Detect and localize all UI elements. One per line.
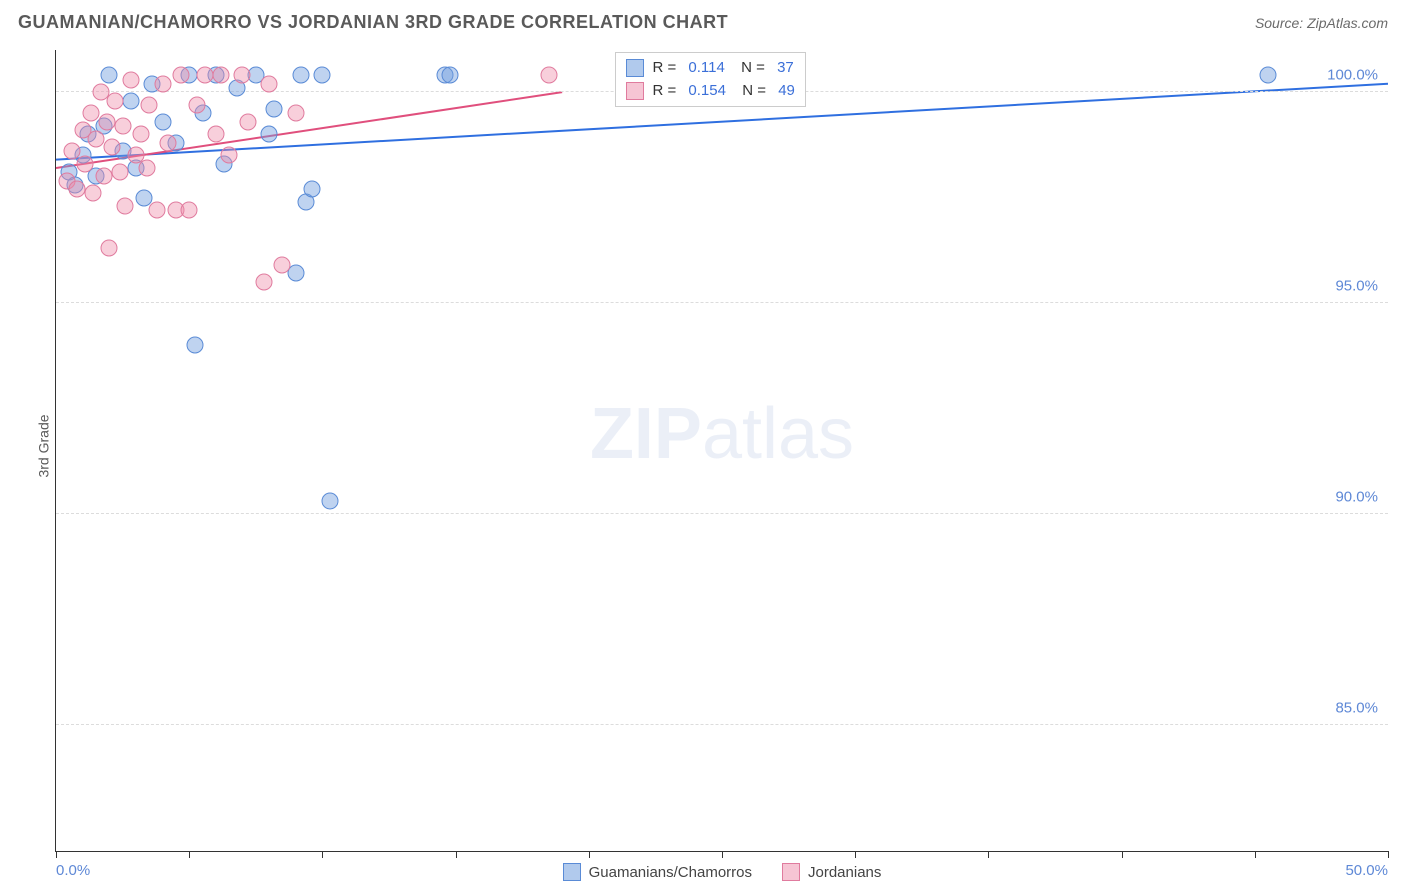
legend-label: Jordanians <box>808 864 881 881</box>
watermark: ZIPatlas <box>590 393 854 475</box>
data-point <box>261 75 278 92</box>
legend-item: Jordanians <box>782 863 881 881</box>
stat-n-value: 37 <box>777 57 794 80</box>
stat-r-value: 0.154 <box>688 80 726 103</box>
data-point <box>114 117 131 134</box>
y-tick-label: 85.0% <box>1335 699 1378 716</box>
stat-r-value: 0.114 <box>688 57 724 80</box>
data-point <box>173 67 190 84</box>
data-point <box>101 240 118 257</box>
grid-line <box>56 724 1388 725</box>
data-point <box>234 67 251 84</box>
data-point <box>322 493 339 510</box>
stats-row: R = 0.114 N = 37 <box>626 57 794 80</box>
data-point <box>82 105 99 122</box>
data-point <box>103 138 120 155</box>
data-point <box>266 101 283 118</box>
grid-line <box>56 302 1388 303</box>
data-point <box>98 113 115 130</box>
data-point <box>303 181 320 198</box>
x-tick <box>722 851 723 858</box>
x-tick <box>456 851 457 858</box>
data-point <box>106 92 123 109</box>
data-point <box>117 197 134 214</box>
y-axis-label: 3rd Grade <box>36 414 52 477</box>
data-point <box>154 75 171 92</box>
data-point <box>261 126 278 143</box>
data-point <box>186 337 203 354</box>
data-point <box>85 185 102 202</box>
stats-row: R = 0.154 N = 49 <box>626 80 794 103</box>
grid-line <box>56 513 1388 514</box>
data-point <box>207 126 224 143</box>
x-tick <box>1122 851 1123 858</box>
data-point <box>122 92 139 109</box>
data-point <box>101 67 118 84</box>
x-tick <box>1388 851 1389 858</box>
y-tick-label: 100.0% <box>1327 67 1378 84</box>
chart-source: Source: ZipAtlas.com <box>1255 15 1388 31</box>
trend-lines <box>56 50 1388 851</box>
data-point <box>197 67 214 84</box>
legend-label: Guamanians/Chamorros <box>589 864 752 881</box>
data-point <box>540 67 557 84</box>
data-point <box>189 96 206 113</box>
data-point <box>274 257 291 274</box>
data-point <box>77 155 94 172</box>
data-point <box>442 67 459 84</box>
data-point <box>159 134 176 151</box>
data-point <box>138 160 155 177</box>
data-point <box>69 181 86 198</box>
x-tick <box>322 851 323 858</box>
data-point <box>314 67 331 84</box>
legend-swatch <box>626 82 644 100</box>
legend-item: Guamanians/Chamorros <box>563 863 752 881</box>
plot-area: ZIPatlas 85.0%90.0%95.0%100.0%0.0%50.0%R… <box>55 50 1388 852</box>
data-point <box>293 67 310 84</box>
data-point <box>213 67 230 84</box>
stat-label: N = <box>733 57 769 80</box>
chart-header: GUAMANIAN/CHAMORRO VS JORDANIAN 3RD GRAD… <box>0 0 1406 41</box>
data-point <box>63 143 80 160</box>
stat-label: R = <box>652 57 680 80</box>
legend-swatch <box>563 863 581 881</box>
data-point <box>135 189 152 206</box>
data-point <box>141 96 158 113</box>
y-tick-label: 95.0% <box>1335 277 1378 294</box>
y-tick-label: 90.0% <box>1335 488 1378 505</box>
data-point <box>95 168 112 185</box>
data-point <box>1260 67 1277 84</box>
data-point <box>287 105 304 122</box>
data-point <box>122 71 139 88</box>
legend-swatch <box>782 863 800 881</box>
stat-label: R = <box>652 80 680 103</box>
data-point <box>221 147 238 164</box>
data-point <box>154 113 171 130</box>
chart-title: GUAMANIAN/CHAMORRO VS JORDANIAN 3RD GRAD… <box>18 12 728 33</box>
x-tick <box>1255 851 1256 858</box>
data-point <box>111 164 128 181</box>
legend: Guamanians/Chamorros Jordanians <box>56 863 1388 881</box>
x-tick <box>56 851 57 858</box>
stat-n-value: 49 <box>778 80 795 103</box>
stat-label: N = <box>734 80 770 103</box>
x-tick <box>988 851 989 858</box>
data-point <box>255 273 272 290</box>
x-tick <box>855 851 856 858</box>
data-point <box>181 202 198 219</box>
x-tick <box>189 851 190 858</box>
data-point <box>133 126 150 143</box>
chart-area: ZIPatlas 85.0%90.0%95.0%100.0%0.0%50.0%R… <box>55 50 1388 852</box>
x-tick <box>589 851 590 858</box>
data-point <box>239 113 256 130</box>
stats-box: R = 0.114 N = 37R = 0.154 N = 49 <box>615 52 805 107</box>
legend-swatch <box>626 59 644 77</box>
data-point <box>87 130 104 147</box>
data-point <box>149 202 166 219</box>
